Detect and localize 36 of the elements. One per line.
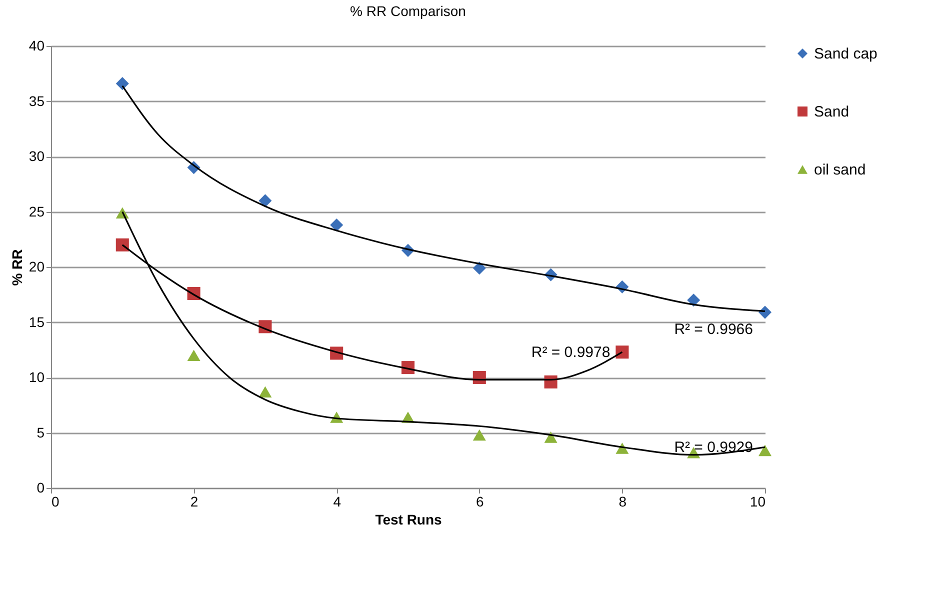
x-tick-label: 0 [52,494,60,510]
x-axis-title: Test Runs [375,512,442,528]
legend-label: Sand [814,104,850,120]
x-tick-label: 10 [750,494,766,510]
y-tick-label: 10 [28,369,45,385]
y-tick-label: 15 [28,314,45,330]
point [758,306,772,319]
chart-title: % RR Comparison [350,3,466,19]
x-tick-label: 6 [476,494,484,510]
annotation: R² = 0.9929 [674,439,753,456]
annotation: R² = 0.9966 [674,321,753,338]
y-tick-label: 25 [28,203,45,220]
x-tick-label: 4 [333,494,342,510]
point [472,429,486,441]
point [472,262,486,275]
point [116,77,129,90]
point [116,238,129,252]
y-tick-label: 20 [28,258,45,274]
y-tick-label: 5 [36,424,45,440]
y-tick-label: 35 [28,92,45,109]
annotation: R² = 0.9978 [531,344,610,362]
point [616,346,629,359]
point [258,194,272,208]
legend-label: Sand cap [814,46,878,62]
point [330,218,344,232]
y-axis-title: % RR [8,249,25,286]
legend-label: oil sand [814,162,866,178]
point [187,350,200,362]
y-tick-label: 30 [28,148,45,164]
x-tick-label: 2 [190,494,198,510]
point [544,432,558,443]
point [758,444,772,456]
y-tick-label: 40 [28,38,45,54]
point [258,386,272,398]
y-tick-label: 0 [36,480,45,496]
x-tick-label: 8 [618,494,627,510]
